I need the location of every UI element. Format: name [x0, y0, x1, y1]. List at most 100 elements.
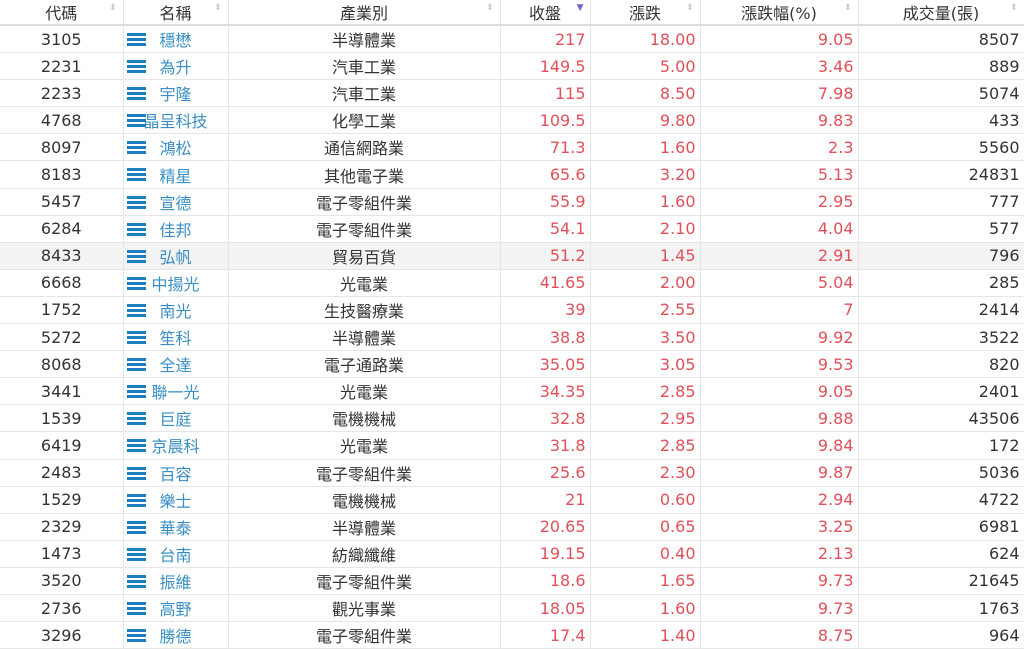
close-cell: 25.6 — [500, 459, 591, 487]
stock-name-link[interactable]: 華泰 — [159, 518, 192, 538]
table-row[interactable]: 2483 百容 電子零組件業 25.6 2.30 9.87 5036 — [0, 459, 1024, 487]
table-row[interactable]: 3105 穩懋 半導體業 217 18.00 9.05 8507 — [0, 25, 1024, 54]
list-icon[interactable] — [126, 629, 146, 643]
table-row[interactable]: 1752 南光 生技醫療業 39 2.55 7 2414 — [0, 296, 1024, 325]
list-icon[interactable] — [126, 547, 146, 561]
column-header[interactable]: 漲跌 ⬍ — [590, 0, 701, 26]
list-icon[interactable] — [126, 33, 146, 46]
list-icon[interactable] — [126, 141, 146, 155]
table-row[interactable]: 1473 台南 紡織纖維 19.15 0.40 2.13 624 — [0, 540, 1024, 568]
list-icon[interactable] — [126, 358, 146, 372]
stock-name-link[interactable]: 為升 — [159, 58, 192, 78]
table-row[interactable]: 2736 高野 觀光事業 18.05 1.60 9.73 1763 — [0, 594, 1024, 623]
close-cell: 17.4 — [500, 621, 591, 649]
stock-name-link[interactable]: 穩懋 — [159, 31, 192, 51]
list-icon[interactable] — [126, 385, 146, 399]
list-icon[interactable] — [126, 195, 146, 209]
table-row[interactable]: 3441 聯一光 光電業 34.35 2.85 9.05 2401 — [0, 377, 1024, 406]
column-header[interactable]: 產業別 ⬍ — [228, 0, 501, 26]
table-row[interactable]: 2233 宇隆 汽車工業 115 8.50 7.98 5074 — [0, 79, 1024, 108]
stock-name-link[interactable]: 精星 — [159, 166, 192, 186]
volume-cell: 820 — [858, 350, 1024, 379]
stock-name-link[interactable]: 樂士 — [159, 491, 192, 511]
industry-cell: 半導體業 — [228, 25, 501, 54]
list-icon[interactable] — [126, 520, 146, 534]
sort-icon[interactable]: ⬍ — [108, 3, 117, 13]
list-icon[interactable] — [126, 601, 146, 615]
table-row[interactable]: 5272 笙科 半導體業 38.8 3.50 9.92 3522 — [0, 323, 1024, 352]
stock-name-link[interactable]: 台南 — [159, 545, 192, 565]
list-icon[interactable] — [126, 249, 146, 263]
list-icon[interactable] — [126, 493, 146, 507]
change-pct-cell: 2.13 — [700, 540, 859, 568]
industry-cell: 化學工業 — [228, 106, 501, 135]
list-icon[interactable] — [126, 412, 146, 426]
industry-cell: 半導體業 — [228, 513, 501, 541]
list-icon[interactable] — [126, 303, 146, 317]
list-icon[interactable] — [126, 114, 146, 128]
list-icon[interactable] — [126, 87, 146, 101]
table-row[interactable]: 8097 鴻松 通信網路業 71.3 1.60 2.3 5560 — [0, 133, 1024, 162]
list-icon[interactable] — [126, 466, 146, 480]
table-row[interactable]: 3520 振維 電子零組件業 18.6 1.65 9.73 21645 — [0, 567, 1024, 595]
industry-cell: 通信網路業 — [228, 133, 501, 162]
table-row[interactable]: 2329 華泰 半導體業 20.65 0.65 3.25 6981 — [0, 513, 1024, 541]
stock-name-link[interactable]: 鴻松 — [159, 139, 192, 159]
stock-name-link[interactable]: 南光 — [159, 301, 192, 321]
stock-name-link[interactable]: 聯一光 — [151, 383, 200, 403]
table-row[interactable]: 2231 為升 汽車工業 149.5 5.00 3.46 889 — [0, 52, 1024, 81]
industry-cell: 電子零組件業 — [228, 567, 501, 595]
industry-cell: 電子零組件業 — [228, 459, 501, 487]
change-cell: 1.60 — [590, 133, 701, 162]
stock-name-link[interactable]: 中揚光 — [151, 274, 200, 294]
table-row[interactable]: 8183 精星 其他電子業 65.6 3.20 5.13 24831 — [0, 160, 1024, 189]
table-row[interactable]: 6284 佳邦 電子零組件業 54.1 2.10 4.04 577 — [0, 215, 1024, 243]
sort-icon[interactable]: ⬍ — [1009, 3, 1018, 13]
list-icon[interactable] — [126, 276, 146, 290]
table-row[interactable]: 6668 中揚光 光電業 41.65 2.00 5.04 285 — [0, 269, 1024, 297]
column-header[interactable]: 名稱 ⬍ — [123, 0, 229, 26]
table-row[interactable]: 3296 勝德 電子零組件業 17.4 1.40 8.75 964 — [0, 621, 1024, 649]
list-icon[interactable] — [126, 60, 146, 74]
table-row[interactable]: 8433 弘帆 貿易百貨 51.2 1.45 2.91 796 — [0, 242, 1024, 270]
stock-name-link[interactable]: 宇隆 — [159, 85, 192, 105]
stock-name-link[interactable]: 佳邦 — [159, 220, 192, 240]
column-header[interactable]: 代碼 ⬍ — [0, 0, 124, 26]
list-icon[interactable] — [126, 331, 146, 345]
stock-name-link[interactable]: 百容 — [159, 464, 192, 484]
sort-icon[interactable]: ⬍ — [485, 3, 494, 13]
column-header[interactable]: 成交量(張) ⬍ — [858, 0, 1024, 26]
stock-name-link[interactable]: 晶呈科技 — [143, 112, 208, 132]
stock-name-link[interactable]: 高野 — [159, 600, 192, 620]
table-row[interactable]: 6419 京晨科 光電業 31.8 2.85 9.84 172 — [0, 431, 1024, 460]
table-row[interactable]: 8068 全達 電子通路業 35.05 3.05 9.53 820 — [0, 350, 1024, 379]
code-cell: 8433 — [0, 242, 124, 270]
table-row[interactable]: 1529 樂士 電機機械 21 0.60 2.94 4722 — [0, 486, 1024, 514]
stock-name-link[interactable]: 勝德 — [159, 627, 192, 647]
table-row[interactable]: 5457 宣德 電子零組件業 55.9 1.60 2.95 777 — [0, 188, 1024, 216]
stock-name-link[interactable]: 振維 — [159, 572, 192, 592]
stock-name-link[interactable]: 笙科 — [159, 329, 192, 349]
column-header[interactable]: 收盤 ▼ — [500, 0, 591, 26]
industry-cell: 光電業 — [228, 377, 501, 406]
list-icon[interactable] — [126, 439, 146, 453]
close-cell: 115 — [500, 79, 591, 108]
column-header[interactable]: 漲跌幅(%) ⬍ — [700, 0, 859, 26]
stock-name-link[interactable]: 宣德 — [159, 193, 192, 213]
sort-icon[interactable]: ⬍ — [843, 3, 852, 13]
stock-name-link[interactable]: 全達 — [159, 356, 192, 376]
close-cell: 19.15 — [500, 540, 591, 568]
list-icon[interactable] — [126, 574, 146, 588]
stock-name-link[interactable]: 弘帆 — [159, 247, 192, 267]
table-row[interactable]: 4768 晶呈科技 化學工業 109.5 9.80 9.83 433 — [0, 106, 1024, 135]
sort-descending-icon[interactable]: ▼ — [576, 3, 584, 13]
stock-name-link[interactable]: 巨庭 — [159, 410, 192, 430]
list-icon[interactable] — [126, 168, 146, 182]
stock-name-link[interactable]: 京晨科 — [151, 437, 200, 457]
table-row[interactable]: 1539 巨庭 電機機械 32.8 2.95 9.88 43506 — [0, 404, 1024, 433]
change-cell: 3.20 — [590, 160, 701, 189]
sort-icon[interactable]: ⬍ — [213, 3, 222, 13]
list-icon[interactable] — [126, 222, 146, 236]
sort-icon[interactable]: ⬍ — [685, 3, 694, 13]
code-cell: 3296 — [0, 621, 124, 649]
